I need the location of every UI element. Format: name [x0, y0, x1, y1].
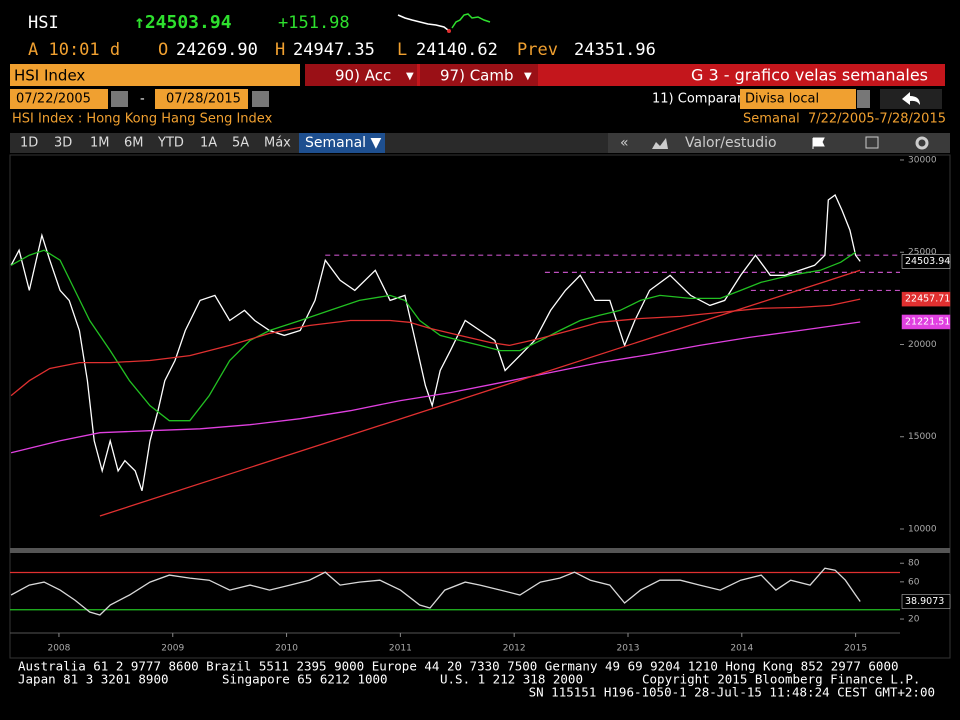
ticker: HSI	[28, 13, 59, 33]
date-separator: -	[140, 92, 145, 107]
quote-value: 24351.96	[574, 40, 656, 60]
last-value-label: 38.9073	[905, 596, 944, 607]
y-tick-label: 60	[908, 577, 920, 587]
settings-icon[interactable]	[915, 136, 929, 150]
panel-separator	[10, 548, 950, 553]
flag-icon[interactable]	[812, 137, 825, 149]
last-value-label: 21221.51	[905, 316, 950, 327]
sparkline-dot	[447, 29, 451, 33]
footer-line: Japan 81 3 3201 8900	[18, 672, 169, 687]
quote-label: O	[158, 40, 168, 60]
y-tick-label: 15000	[908, 432, 937, 442]
date-input[interactable]	[10, 89, 108, 109]
tab[interactable]: 1A	[200, 136, 217, 151]
tab[interactable]: 1D	[20, 136, 38, 151]
quote-label: H	[275, 40, 285, 60]
calendar-button[interactable]	[252, 91, 269, 107]
y-tick-label: 20	[908, 615, 920, 625]
series-line	[10, 321, 861, 454]
series-line	[10, 298, 861, 397]
y-tick-label: 25000	[908, 248, 937, 258]
footer-line: Copyright 2015 Bloomberg Finance L.P.	[642, 672, 920, 687]
y-tick-label: 80	[908, 559, 920, 569]
charts: 10000 15000 20000 25000 30000 24503.94 22457.7…	[10, 155, 951, 654]
frequency[interactable]: Semanal ▼	[305, 135, 382, 151]
tabs: 1D 3D 1M 6M YTD 1A 5A Máx	[20, 136, 291, 151]
tab[interactable]: Máx	[264, 136, 291, 151]
collapse[interactable]: «	[620, 135, 629, 151]
series-line	[10, 249, 856, 422]
y-tick-label: 10000	[908, 524, 937, 534]
tab-selected[interactable]	[299, 133, 385, 153]
date-input[interactable]	[155, 89, 248, 109]
start-date[interactable]: 07/22/2005	[16, 92, 91, 107]
x-tick-label: 2014	[730, 644, 753, 654]
last-value-label: 22457.71	[905, 294, 950, 305]
button[interactable]	[305, 64, 417, 86]
x-tick-label: 2011	[389, 644, 412, 654]
tab[interactable]: 5A	[232, 136, 249, 151]
series-line	[10, 194, 861, 492]
quote-value: 24269.90	[176, 40, 258, 60]
series-line	[10, 567, 861, 616]
currency-dropdown[interactable]	[740, 89, 856, 109]
sparkline	[397, 13, 491, 33]
end-date[interactable]: 07/28/2015	[166, 92, 241, 107]
quote-value: 24140.62	[416, 40, 498, 60]
x-tick-label: 2010	[275, 644, 298, 654]
compare[interactable]: 11) Comparar	[652, 92, 743, 107]
y-tick-label: 20000	[908, 340, 937, 350]
sparkline-today	[451, 13, 491, 29]
tab[interactable]: 3D	[54, 136, 72, 151]
sparkline-prev	[397, 14, 449, 31]
currency[interactable]: Divisa local	[745, 92, 819, 107]
chart-icon[interactable]	[652, 138, 668, 149]
edit-icon[interactable]	[865, 136, 879, 149]
study[interactable]: Valor/estudio	[685, 135, 777, 151]
dropdown-button[interactable]	[857, 90, 870, 108]
tab[interactable]: 1M	[90, 136, 110, 151]
button-label[interactable]: 90) Acc	[335, 67, 391, 85]
footer-line: Australia 61 2 9777 8600 Brazil 5511 239…	[18, 659, 899, 674]
x-tick-label: 2013	[617, 644, 640, 654]
last-value-box	[901, 594, 951, 609]
dropdown-arrow[interactable]: ▼	[406, 71, 414, 82]
tab[interactable]: YTD	[157, 136, 184, 151]
series-line	[99, 269, 861, 517]
last-value-box	[901, 254, 951, 269]
calendar-button[interactable]	[111, 91, 128, 107]
footer-line: SN 115151 H196-1050-1 28-Jul-15 11:48:24…	[529, 685, 935, 700]
function-title: G 3 - grafico velas semanales	[691, 66, 928, 85]
tool-strip	[608, 133, 950, 153]
security[interactable]: HSI Index	[14, 67, 85, 85]
x-tick-label: 2009	[161, 644, 184, 654]
tab[interactable]: 6M	[124, 136, 144, 151]
quote-label: L	[397, 40, 407, 60]
period: Semanal 7/22/2005-7/28/2015	[743, 112, 946, 127]
dropdown-arrow[interactable]: ▼	[524, 71, 532, 82]
last-value-box	[901, 314, 951, 330]
security-box[interactable]	[10, 64, 300, 86]
last-value-label: 24503.94	[905, 256, 950, 267]
x-tick-label: 2008	[47, 644, 70, 654]
description: HSI Index : Hong Kong Hang Seng Index	[12, 112, 273, 127]
chart-frame	[9, 154, 951, 659]
x-tick-label: 2012	[503, 644, 526, 654]
last-price: ↑24503.94	[134, 12, 232, 33]
change: +151.98	[278, 13, 350, 33]
back-icon[interactable]	[902, 92, 920, 105]
time: A 10:01 d	[28, 40, 120, 60]
button-label[interactable]: 97) Camb	[440, 67, 514, 85]
quote-value: 24947.35	[293, 40, 375, 60]
x-tick-label: 2015	[844, 644, 867, 654]
y-tick-label: 30000	[908, 155, 937, 165]
button[interactable]	[420, 64, 538, 86]
footer-line: Singapore 65 6212 1000	[222, 672, 388, 687]
footer-line: U.S. 1 212 318 2000	[440, 672, 583, 687]
quote-label: Prev	[517, 40, 558, 60]
last-value-box	[901, 291, 951, 307]
